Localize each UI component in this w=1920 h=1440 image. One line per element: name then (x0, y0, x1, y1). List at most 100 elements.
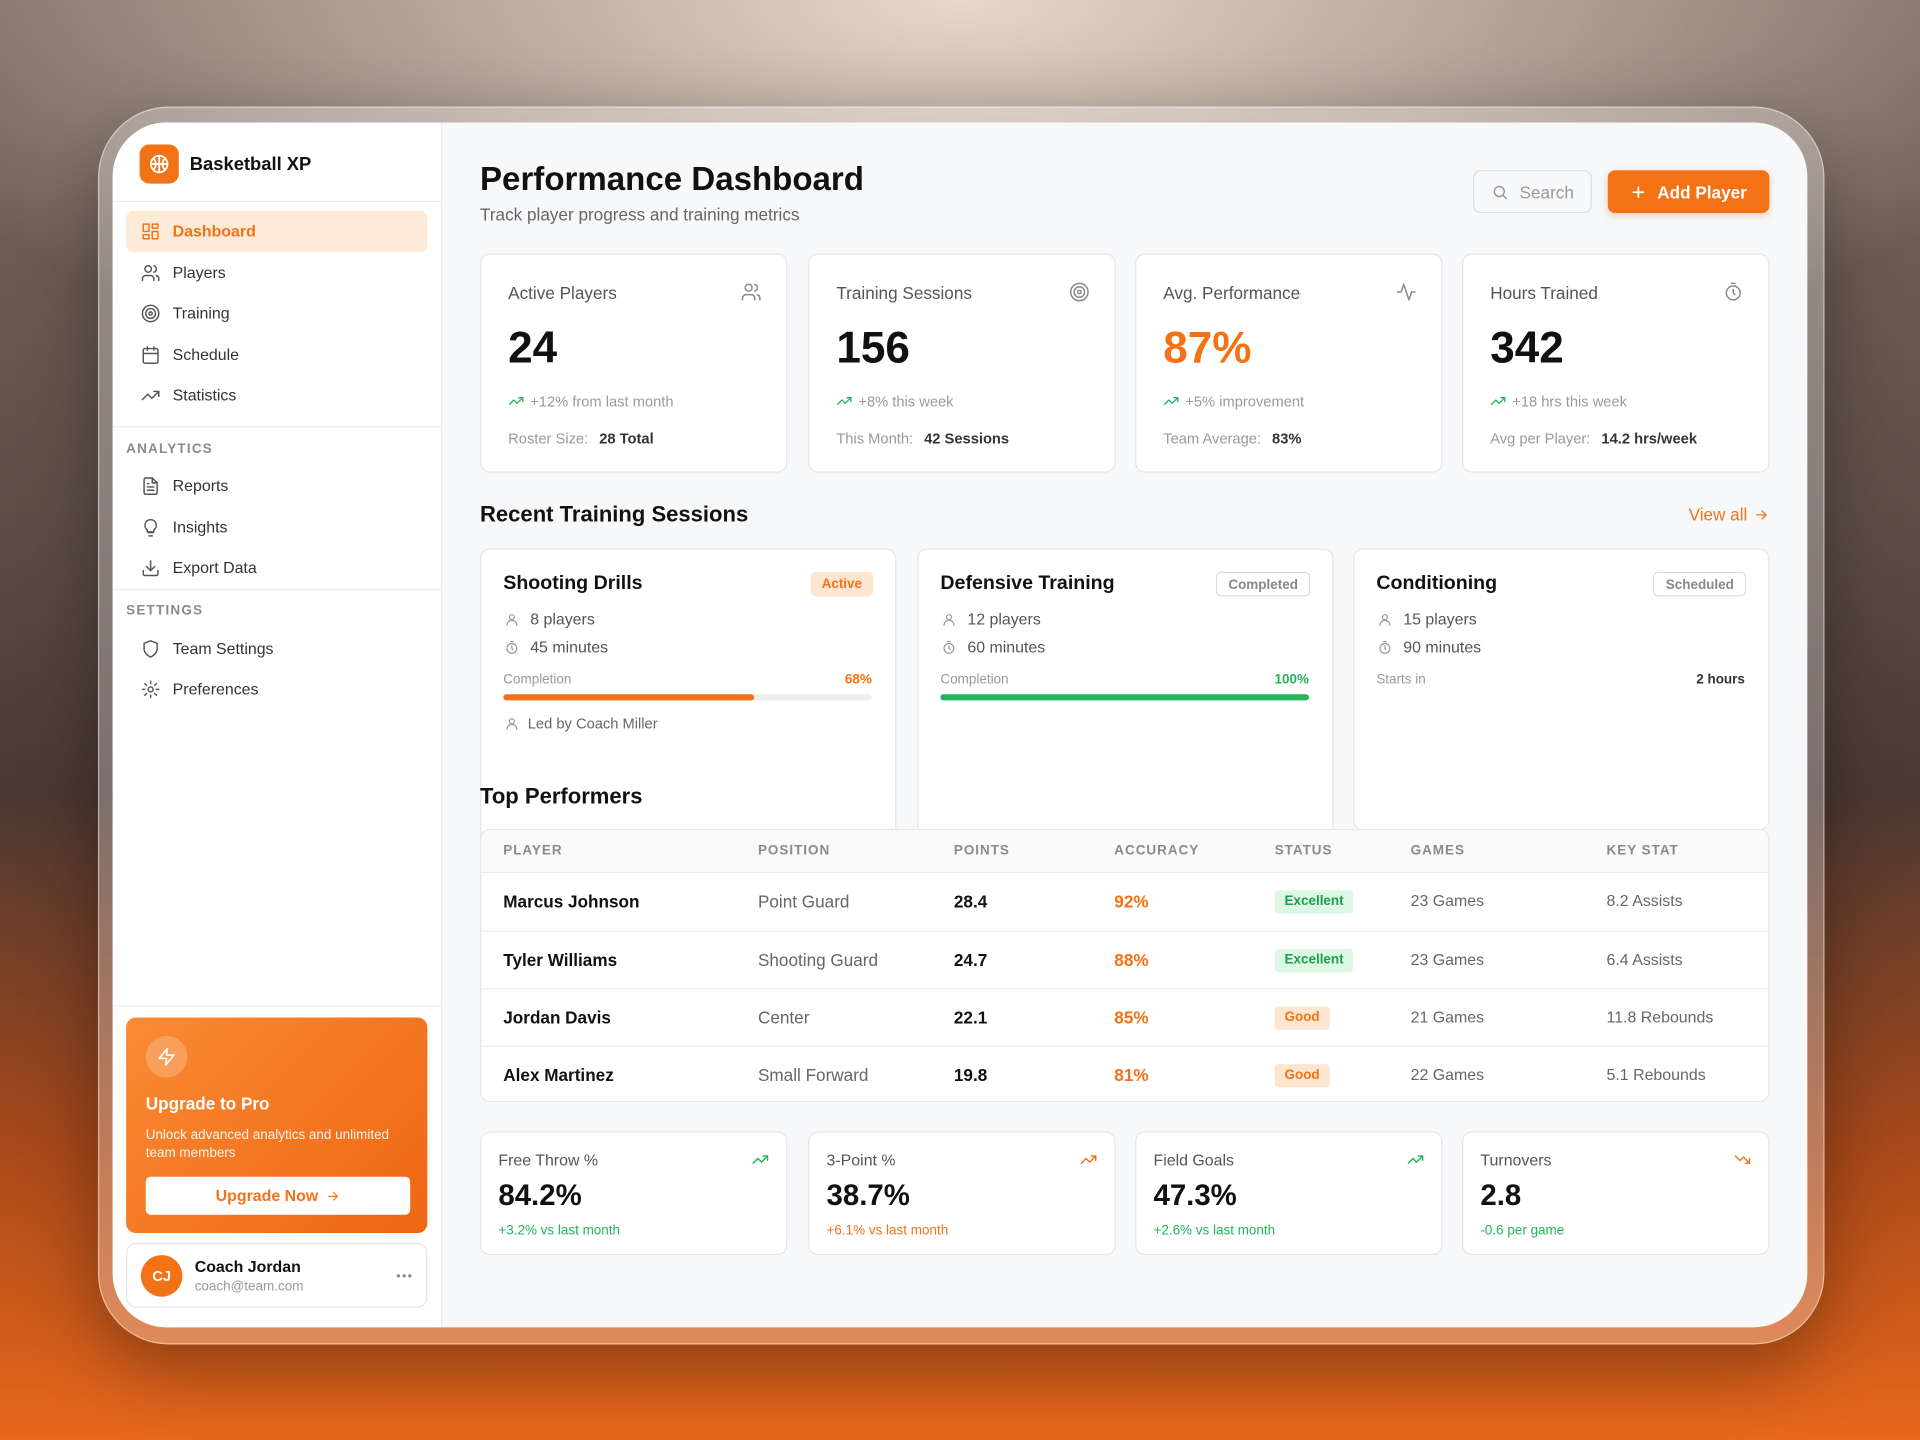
upgrade-card: Upgrade to Pro Unlock advanced analytics … (126, 1017, 428, 1234)
nav-label: Team Settings (172, 639, 274, 658)
stat-card: Active Players 24 +12% from last month Rost… (480, 253, 788, 473)
nav-item[interactable]: Insights (126, 506, 427, 548)
table-cell: 88% (1114, 950, 1149, 970)
starts-label: Starts in (1376, 671, 1426, 687)
stat-value: 156 (836, 322, 910, 373)
session-players: 15 players (1403, 609, 1477, 629)
table-cell: 22 Games (1410, 1065, 1485, 1084)
nav-item[interactable]: Dashboard (126, 210, 428, 253)
table-cell: 8.2 Assists (1606, 891, 1683, 910)
stat-card: Training Sessions 156 +8% this week This Mo… (808, 253, 1116, 473)
icon (1407, 1151, 1424, 1168)
nav-item[interactable]: Players (126, 252, 427, 294)
icon (942, 612, 957, 627)
upgrade-text: Unlock advanced analytics and unlimited … (145, 1127, 390, 1161)
status-badge: Excellent (1274, 948, 1354, 973)
stat-footer: Roster Size: 28 Total (508, 427, 654, 449)
status-badge: Active (810, 571, 874, 597)
icon (504, 612, 519, 627)
table-cell: Tyler Williams (503, 950, 618, 970)
section-heading: ANALYTICS (126, 441, 213, 457)
icon (752, 1151, 769, 1168)
table-cell: Center (757, 1007, 810, 1028)
nav-item[interactable]: Schedule (126, 334, 427, 376)
stat-value: 342 (1490, 322, 1564, 373)
logo (139, 144, 179, 184)
table-cell: 11.8 Rebounds (1606, 1007, 1714, 1027)
session-card: Conditioning Scheduled 15 players 90 minute… (1353, 548, 1770, 831)
nav-item[interactable]: Training (126, 293, 427, 335)
icon (504, 716, 519, 731)
icon (1080, 1151, 1097, 1168)
icon (508, 393, 524, 409)
table-cell: Jordan Davis (503, 1007, 611, 1028)
table-row[interactable]: Jordan Davis Center 22.1 85% Good 21 Games 11.… (481, 988, 1769, 1046)
app-name: Basketball XP (189, 153, 312, 175)
table-cell: Marcus Johnson (503, 891, 640, 912)
divider (112, 588, 441, 591)
stat-footer-value: 14.2 hrs/week (1601, 429, 1698, 447)
add-player-button[interactable]: Add Player (1607, 170, 1770, 214)
metric-change: -0.6 per game (1480, 1222, 1565, 1238)
stat-footer-label: This Month: (836, 429, 914, 447)
session-duration: 90 minutes (1403, 637, 1482, 657)
nav-item[interactable]: Team Settings (126, 628, 427, 670)
metric-label: Free Throw % (498, 1151, 599, 1170)
stat-footer: Avg per Player: 14.2 hrs/week (1490, 427, 1697, 449)
status-badge: Completed (1216, 571, 1311, 597)
nav-item[interactable]: Export Data (126, 547, 427, 589)
table-row[interactable]: Alex Martinez Small Forward 19.8 81% Good 22 … (481, 1045, 1769, 1101)
metric-label: 3-Point % (826, 1151, 896, 1170)
table-header: PLAYER POSITION POINTS ACCURACY STATUS GAMES K… (481, 830, 1769, 874)
view-all-link[interactable]: View all (1689, 503, 1770, 525)
session-players: 8 players (530, 609, 595, 629)
stat-label: Training Sessions (836, 282, 972, 303)
icon (1734, 1151, 1751, 1168)
divider (112, 200, 441, 203)
nav-label: Statistics (172, 386, 237, 405)
nav-item[interactable]: Preferences (126, 669, 427, 711)
icon (141, 680, 161, 700)
progress-fill (503, 694, 754, 701)
upgrade-title: Upgrade to Pro (145, 1093, 270, 1114)
icon (1630, 183, 1647, 200)
session-title: Defensive Training (940, 573, 1115, 594)
progress-track (503, 694, 872, 701)
icon[interactable] (394, 1266, 414, 1286)
table-cell: Shooting Guard (757, 950, 879, 970)
progress-label: Completion (503, 671, 572, 687)
table-row[interactable]: Tyler Williams Shooting Guard 24.7 88% Excel… (481, 930, 1769, 989)
stat-label: Active Players (508, 282, 617, 303)
stat-footer-value: 42 Sessions (924, 429, 1010, 447)
nav-label: Insights (172, 517, 228, 536)
column-header: ACCURACY (1114, 843, 1200, 858)
nav-label: Schedule (172, 345, 240, 364)
view-all-label: View all (1688, 504, 1748, 525)
table-cell: 24.7 (953, 950, 988, 970)
performers-table: PLAYER POSITION POINTS ACCURACY STATUS GAMES K… (480, 828, 1770, 1103)
section-heading: SETTINGS (126, 603, 204, 618)
stat-footer-label: Roster Size: (508, 429, 589, 447)
nav-label: Dashboard (172, 221, 256, 240)
status-badge: Good (1274, 1006, 1330, 1030)
sidebar: Basketball XP Dashboard Players Training Sch… (112, 122, 443, 1328)
upgrade-button-label: Upgrade Now (215, 1186, 319, 1205)
icon (504, 640, 519, 655)
nav-item[interactable]: Reports (126, 465, 427, 507)
search-box[interactable]: Search (1473, 170, 1592, 214)
page-title: Performance Dashboard (480, 160, 865, 198)
search-placeholder: Search (1519, 182, 1574, 203)
column-header: POINTS (953, 843, 1010, 858)
status-badge: Good (1274, 1064, 1330, 1088)
column-header: GAMES (1410, 843, 1465, 858)
upgrade-button[interactable]: Upgrade Now (145, 1176, 411, 1215)
icon (141, 222, 161, 242)
table-row[interactable]: Marcus Johnson Point Guard 28.4 92% Excellen… (481, 873, 1768, 931)
column-header: PLAYER (503, 843, 563, 858)
nav-item[interactable]: Statistics (126, 375, 427, 417)
table-cell: 92% (1114, 891, 1149, 912)
icon (141, 639, 161, 659)
metric-value: 2.8 (1480, 1179, 1522, 1213)
icon (141, 304, 161, 324)
